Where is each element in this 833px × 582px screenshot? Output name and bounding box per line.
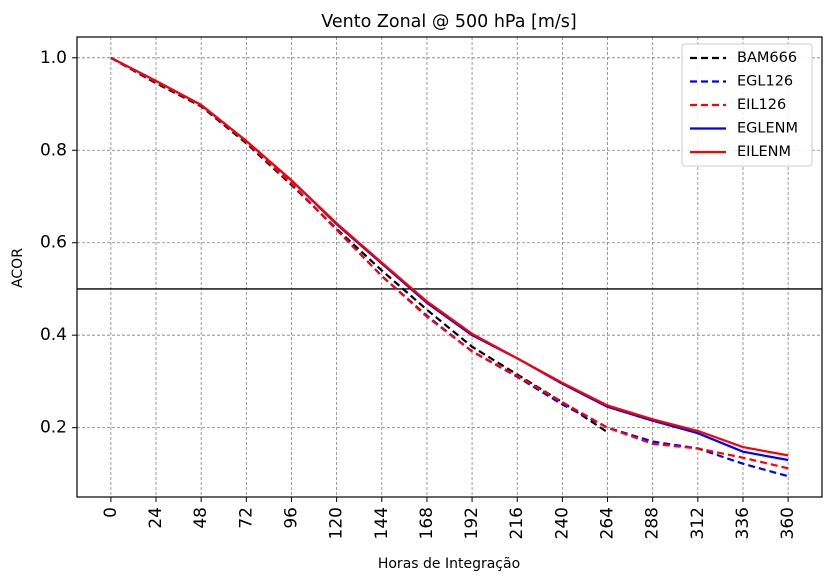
legend-label-eglenm: EGLENM (737, 121, 798, 137)
y-axis: 0.2 0.4 0.6 0.8 1.0 (40, 48, 77, 438)
legend-label-bam666: BAM666 (737, 50, 797, 66)
y-tick-label: 0.4 (40, 325, 67, 345)
x-tick-label: 144 (372, 507, 392, 539)
x-tick-label: 312 (688, 507, 708, 539)
x-axis: 0 24 48 72 96 120 144 168 192 216 240 264 288 312 336 3… (101, 497, 798, 539)
y-tick-label: 0.2 (40, 418, 67, 438)
x-tick-label: 24 (146, 507, 166, 529)
x-tick-label: 0 (101, 507, 121, 518)
y-tick-label: 1.0 (40, 48, 67, 68)
series-line-egl126 (110, 56, 789, 478)
x-tick-label: 48 (191, 507, 211, 529)
y-axis-label: ACOR (10, 248, 26, 288)
x-tick-label: 264 (598, 507, 618, 539)
x-tick-label: 120 (327, 507, 347, 539)
series-group (110, 56, 789, 478)
x-tick-label: 360 (778, 507, 798, 539)
x-tick-label: 336 (733, 507, 753, 539)
legend: BAM666 EGL126 EIL126 EGLENM EILENM (681, 43, 813, 167)
y-tick-label: 0.6 (40, 233, 67, 253)
x-tick-label: 240 (552, 507, 572, 539)
legend-box (681, 43, 813, 167)
legend-label-eilenm: EILENM (737, 144, 791, 160)
legend-label-egl126: EGL126 (737, 74, 793, 90)
x-tick-label: 72 (236, 507, 256, 529)
x-tick-label: 288 (643, 507, 663, 539)
series-line-eil126 (110, 56, 789, 470)
x-tick-label: 168 (417, 507, 437, 539)
x-axis-label: Horas de Integração (378, 556, 520, 572)
x-tick-label: 216 (507, 507, 527, 539)
plot-frame (76, 36, 823, 498)
legend-label-eil126: EIL126 (737, 97, 786, 113)
chart-title: Vento Zonal @ 500 hPa [m/s] (321, 12, 576, 32)
x-tick-label: 96 (281, 507, 301, 529)
series-line-eilenm (110, 56, 789, 457)
x-tick-label: 192 (462, 507, 482, 539)
y-tick-label: 0.8 (40, 140, 67, 160)
